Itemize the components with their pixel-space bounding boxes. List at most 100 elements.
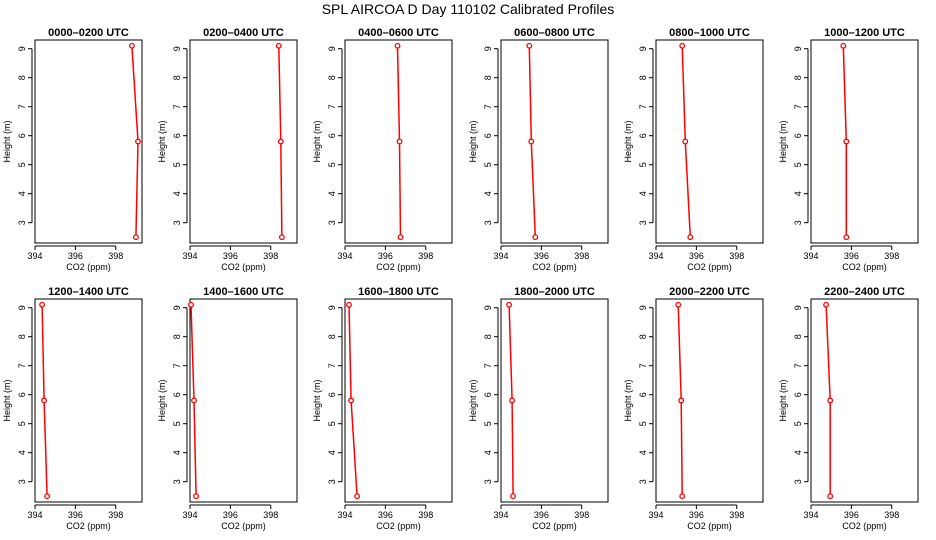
y-tick-label: 4 [17,450,27,455]
y-tick-label: 3 [172,479,182,484]
x-tick-label: 396 [68,251,83,261]
y-tick-label: 6 [17,133,27,138]
x-tick-label: 396 [689,251,704,261]
y-tick-label: 9 [793,46,803,51]
x-tick-label: 394 [493,510,508,520]
data-point [278,234,285,241]
data-point [679,493,686,500]
data-point [843,138,850,145]
figure-title: SPL AIRCOA D Day 110102 Calibrated Profi… [321,1,615,17]
plot-frame [344,39,453,244]
data-point [509,397,516,404]
y-tick-label: 7 [17,363,27,368]
y-tick-label: 9 [793,305,803,310]
x-axis-label: CO2 (ppm) [532,521,577,531]
x-axis-label: CO2 (ppm) [221,262,266,272]
plot-frame [344,298,453,503]
data-point [135,138,141,145]
y-tick-label: 5 [638,421,648,426]
data-point [39,301,46,308]
y-tick-label: 8 [327,334,337,339]
data-point [678,397,685,404]
panel-title: 0000–0200 UTC [48,27,129,39]
plot-frame [189,39,298,244]
y-axis-label: Height (m) [312,120,322,162]
y-tick-label: 7 [483,363,493,368]
plot-frame [34,39,143,244]
data-point [532,234,539,241]
x-tick-label: 394 [648,251,663,261]
y-tick-label: 8 [483,75,493,80]
y-tick-label: 3 [638,479,648,484]
y-tick-label: 7 [483,104,493,109]
x-axis-label: CO2 (ppm) [221,521,266,531]
x-tick-label: 396 [689,510,704,520]
x-tick-label: 398 [574,510,589,520]
y-tick-label: 5 [17,421,27,426]
panel-title: 0200–0400 UTC [203,27,284,39]
data-point [41,397,48,404]
data-point [687,234,694,241]
plot-frame [810,39,919,244]
data-point [506,301,513,308]
x-tick-label: 394 [493,251,508,261]
panel-title: 0600–0800 UTC [514,27,595,39]
y-tick-label: 5 [17,162,27,167]
y-tick-label: 7 [172,104,182,109]
panel-title: 1600–1800 UTC [358,286,439,298]
y-tick-label: 6 [172,392,182,397]
x-tick-label: 398 [263,510,278,520]
x-tick-label: 394 [182,510,197,520]
x-tick-label: 398 [418,510,433,520]
plot-frame [189,298,298,503]
y-tick-label: 6 [327,392,337,397]
y-tick-label: 7 [638,363,648,368]
y-tick-label: 7 [327,363,337,368]
data-point [843,234,850,241]
x-axis-label: CO2 (ppm) [842,521,887,531]
x-tick-label: 398 [884,251,899,261]
data-point [526,42,533,49]
x-tick-label: 394 [337,251,352,261]
y-axis-label: Height (m) [312,379,322,421]
y-tick-label: 9 [172,46,182,51]
y-tick-label: 8 [327,75,337,80]
y-tick-label: 6 [638,133,648,138]
x-tick-label: 396 [223,510,238,520]
y-axis-label: Height (m) [157,379,167,421]
data-point [44,493,51,500]
y-tick-label: 9 [638,305,648,310]
data-point [682,138,689,145]
y-tick-label: 4 [172,191,182,196]
y-axis-label: Height (m) [157,120,167,162]
y-tick-label: 4 [638,450,648,455]
x-axis-label: CO2 (ppm) [376,521,421,531]
y-tick-label: 5 [172,421,182,426]
y-tick-label: 8 [17,334,27,339]
y-tick-label: 9 [327,46,337,51]
y-tick-label: 4 [172,450,182,455]
y-axis-label: Height (m) [468,120,478,162]
y-axis-label: Height (m) [623,379,633,421]
y-tick-label: 8 [17,75,27,80]
plot-frame [655,39,764,244]
x-tick-label: 396 [534,510,549,520]
panel-title: 2200–2400 UTC [824,286,905,298]
y-tick-label: 4 [638,191,648,196]
plot-frame [500,39,609,244]
y-tick-label: 4 [327,450,337,455]
x-axis-label: CO2 (ppm) [687,262,732,272]
y-tick-label: 3 [483,479,493,484]
y-tick-label: 4 [327,191,337,196]
y-tick-label: 3 [17,479,27,484]
data-point [277,138,284,145]
x-tick-label: 396 [534,251,549,261]
x-axis-label: CO2 (ppm) [376,262,421,272]
y-tick-label: 4 [483,191,493,196]
y-tick-label: 6 [172,133,182,138]
data-point [397,234,404,241]
